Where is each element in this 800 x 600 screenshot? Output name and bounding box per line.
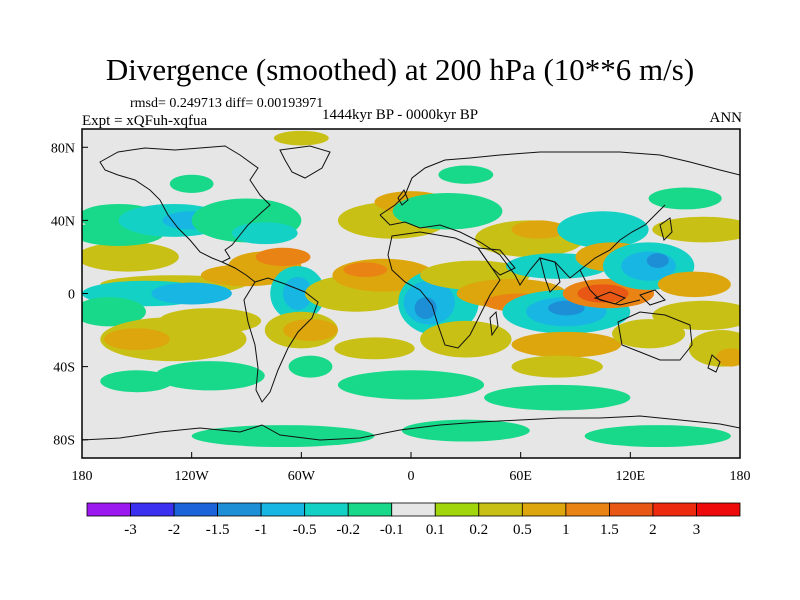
colorbar-label: -1.5 — [206, 522, 230, 538]
field-region-14 — [103, 328, 170, 351]
colorbar-label: -3 — [124, 522, 137, 538]
field-region-0 — [82, 242, 179, 272]
field-region-67 — [169, 174, 214, 193]
colorbar-label: -0.2 — [336, 522, 360, 538]
y-tick-label: 0 — [68, 288, 75, 303]
period-label: 1444kyr BP - 0000kyr BP — [322, 107, 479, 123]
y-tick-label: 40N — [51, 214, 75, 229]
field-region-62 — [484, 384, 631, 411]
field-region-28 — [392, 192, 503, 230]
field-region-63 — [191, 425, 375, 448]
field-region-59 — [155, 361, 265, 391]
field-region-58 — [716, 348, 740, 367]
field-region-61 — [337, 370, 485, 400]
field-region-45 — [557, 211, 649, 248]
field-region-53 — [652, 300, 740, 331]
colorbar-swatch — [652, 502, 697, 517]
field-region-32 — [414, 297, 437, 320]
colorbar-label: -2 — [168, 522, 181, 538]
field-region-64 — [401, 419, 530, 442]
field-region-52 — [657, 271, 731, 298]
field-region-8 — [231, 222, 298, 245]
colorbar-swatch — [217, 502, 262, 517]
divergence-field — [82, 130, 740, 448]
x-axis: 180 120W 60W 0 60E 120E 180 — [72, 452, 751, 484]
field-region-21 — [288, 355, 333, 378]
colorbar-swatch — [565, 502, 610, 517]
field-region-20 — [283, 319, 338, 342]
x-tick-label: 60E — [509, 469, 532, 484]
colorbar-swatch — [434, 502, 480, 517]
field-region-11 — [82, 297, 146, 327]
colorbar-label: 0.5 — [513, 522, 532, 538]
colorbar-label: 0.2 — [469, 522, 488, 538]
colorbar-label: 1.5 — [600, 522, 619, 538]
coastlines — [82, 145, 740, 441]
experiment-label: Expt = xQFuh-xqfua — [82, 113, 208, 129]
colorbar-swatch — [86, 502, 131, 517]
field-region-38 — [511, 220, 567, 239]
field-region-51 — [646, 253, 669, 268]
x-tick-label: 180 — [730, 469, 751, 484]
field-region-54 — [612, 319, 686, 349]
colorbar-swatch — [696, 502, 741, 517]
colorbar-label: 0.1 — [426, 522, 445, 538]
field-region-29 — [438, 165, 494, 184]
colorbar-swatch — [521, 502, 567, 517]
y-tick-label: 80S — [53, 434, 75, 449]
field-region-66 — [273, 130, 329, 146]
colorbar-label: 3 — [693, 522, 701, 538]
field-region-10 — [151, 282, 232, 305]
y-tick-label: 80N — [51, 141, 75, 156]
stats-label: rmsd= 0.249713 diff= 0.00193971 — [130, 96, 324, 111]
y-tick-label: 40S — [53, 361, 75, 376]
colorbar-swatch — [609, 502, 654, 517]
colorbar-swatch — [260, 502, 306, 517]
colorbar-swatch — [173, 502, 218, 517]
field-region-55 — [652, 216, 740, 243]
field-region-43 — [511, 331, 622, 358]
colorbar-swatch — [130, 502, 175, 517]
colorbar-swatch — [478, 502, 523, 517]
field-region-48 — [577, 284, 629, 303]
field-region-18 — [283, 277, 313, 310]
field-region-24 — [343, 262, 388, 278]
field-region-25 — [334, 337, 415, 360]
colorbar-label: -1 — [255, 522, 268, 538]
colorbar-swatch — [391, 502, 436, 517]
colorbar-swatch — [347, 502, 393, 517]
field-region-16 — [255, 247, 311, 267]
y-axis: 80N 40N 0 40S 80S — [51, 141, 88, 449]
field-region-60 — [100, 370, 174, 393]
colorbar-label: -0.1 — [380, 522, 404, 538]
chart-title: Divergence (smoothed) at 200 hPa (10**6 … — [105, 52, 695, 87]
colorbar-label: 1 — [562, 522, 570, 538]
x-tick-label: 120E — [616, 469, 646, 484]
field-region-65 — [584, 425, 731, 448]
colorbar-swatch — [304, 502, 349, 517]
x-tick-label: 60W — [288, 469, 316, 484]
colorbar-label: -0.5 — [293, 522, 317, 538]
colorbar-label: 2 — [649, 522, 657, 538]
x-tick-label: 120W — [175, 469, 210, 484]
field-region-44 — [511, 355, 603, 378]
x-tick-label: 0 — [408, 469, 415, 484]
field-region-56 — [648, 187, 722, 210]
season-label: ANN — [709, 110, 743, 126]
colorbar: -3 -2 -1.5 -1 -0.5 -0.2 -0.1 0.1 0.2 0.5 1 1.5 2 3 — [86, 502, 741, 538]
field-region-42 — [548, 300, 585, 316]
x-tick-label: 180 — [72, 469, 93, 484]
